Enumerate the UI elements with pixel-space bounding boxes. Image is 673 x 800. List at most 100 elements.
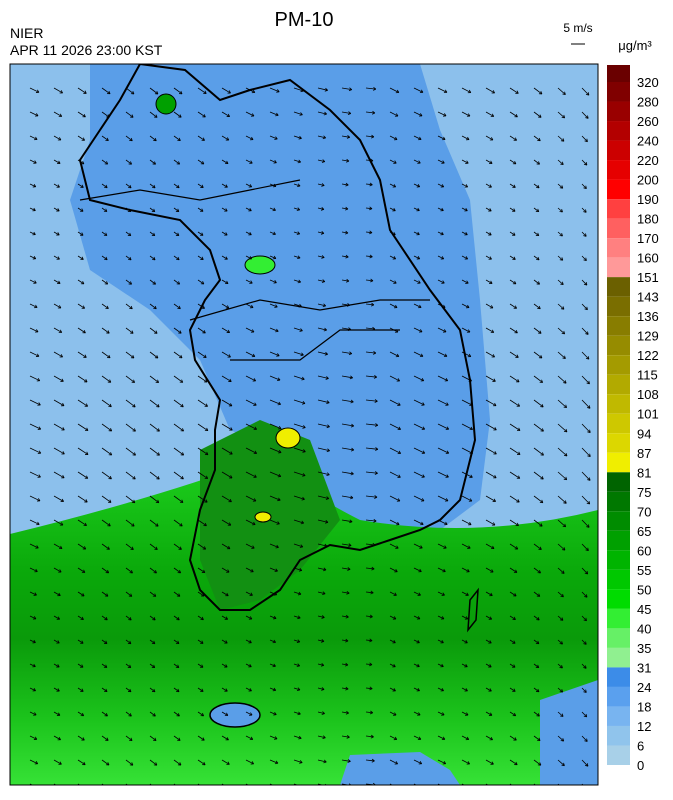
wind-arrow-head — [128, 184, 132, 189]
wind-arrow-head — [175, 640, 180, 645]
wind-arrow-head — [296, 231, 301, 235]
wind-arrow — [557, 303, 565, 310]
wind-arrow-head — [59, 354, 63, 358]
wind-arrow-head — [584, 763, 589, 767]
wind-arrow-head — [226, 545, 231, 550]
wind-arrow — [221, 279, 229, 284]
wind-arrow-head — [445, 402, 449, 406]
wind-arrow — [221, 87, 231, 94]
wind-arrow — [125, 711, 132, 717]
wind-arrow-head — [465, 280, 469, 284]
wind-arrow — [557, 159, 564, 165]
wind-arrow — [197, 279, 205, 285]
wind-arrow-head — [538, 114, 542, 118]
colorbar-segment — [607, 179, 630, 200]
wind-arrow-head — [36, 521, 40, 526]
wind-arrow-head — [440, 663, 444, 668]
wind-arrow-head — [297, 711, 301, 716]
wind-arrow-head — [536, 161, 540, 165]
wind-arrow — [485, 207, 492, 212]
wind-arrow — [125, 135, 133, 142]
wind-arrow-head — [228, 403, 233, 407]
wind-arrow — [245, 759, 254, 765]
wind-arrow-head — [559, 185, 564, 189]
wind-arrow — [101, 351, 111, 359]
wind-arrow-head — [468, 498, 473, 502]
wind-arrow-head — [516, 403, 521, 407]
wind-arrow-head — [108, 403, 112, 408]
colorbar-segment — [607, 140, 630, 161]
wind-arrow — [197, 711, 204, 717]
wind-arrow — [341, 87, 352, 91]
wind-arrow-head — [176, 184, 180, 189]
wind-arrow — [485, 399, 497, 407]
colorbar-segment — [607, 667, 630, 687]
wind-arrow — [413, 519, 424, 525]
wind-arrow — [29, 399, 41, 406]
wind-arrow-head — [180, 403, 184, 408]
wind-arrow — [533, 591, 541, 597]
wind-arrow — [77, 567, 86, 573]
wind-arrow — [269, 135, 278, 140]
wind-arrow — [245, 351, 256, 357]
wind-arrow-head — [418, 304, 422, 309]
wind-arrow-head — [584, 594, 588, 598]
wind-arrow — [173, 399, 184, 408]
wind-arrow-head — [176, 616, 180, 621]
wind-arrow — [461, 111, 471, 117]
map-frame — [9, 63, 599, 786]
wind-arrow — [461, 495, 473, 502]
wind-arrow-head — [321, 255, 325, 259]
wind-arrow — [173, 303, 181, 309]
wind-arrow — [245, 711, 253, 716]
wind-arrow — [77, 111, 86, 118]
wind-arrow-head — [252, 378, 257, 382]
wind-arrow — [365, 183, 373, 186]
wind-arrow-head — [321, 711, 325, 715]
wind-arrow-head — [516, 379, 520, 383]
wind-arrow-head — [301, 496, 305, 501]
wind-arrow-head — [58, 761, 62, 765]
wind-arrow-head — [583, 233, 587, 237]
wind-arrow — [461, 399, 473, 406]
wind-arrow-head — [272, 639, 276, 644]
wind-arrow — [149, 663, 156, 668]
wind-arrow — [245, 255, 252, 260]
wind-arrow — [317, 135, 326, 139]
wind-arrow — [245, 87, 256, 93]
wind-arrow-head — [103, 232, 108, 236]
wind-arrow — [293, 303, 302, 307]
wind-arrow — [173, 759, 182, 766]
wind-arrow-head — [297, 255, 301, 260]
wind-arrow-head — [151, 640, 156, 645]
wind-arrow — [197, 183, 204, 188]
wind-arrow-head — [321, 615, 325, 619]
wind-arrow-head — [250, 329, 255, 333]
wind-arrow-head — [253, 426, 257, 431]
wind-arrow — [509, 375, 520, 383]
wind-arrow-head — [151, 664, 156, 669]
wind-arrow-head — [176, 688, 180, 693]
wind-arrow-head — [250, 136, 254, 141]
wind-arrow — [173, 519, 183, 527]
wind-arrow-head — [417, 592, 421, 596]
wind-arrow — [485, 159, 493, 164]
wind-arrow — [293, 135, 302, 139]
wind-arrow-head — [152, 184, 156, 189]
wind-arrow-head — [392, 231, 396, 236]
wind-arrow-head — [490, 329, 495, 333]
wind-arrow-head — [178, 114, 182, 118]
wind-arrow — [29, 615, 37, 620]
wind-arrow-head — [203, 379, 208, 383]
wind-arrow-head — [488, 256, 492, 260]
wind-arrow — [341, 567, 351, 570]
wind-arrow — [221, 183, 228, 188]
wind-arrow — [53, 543, 63, 549]
wind-arrow — [485, 447, 497, 455]
wind-arrow — [461, 159, 469, 164]
wind-arrow-head — [469, 426, 473, 431]
wind-arrow — [389, 327, 399, 333]
wind-arrow-head — [561, 114, 566, 119]
colorbar-label: 65 — [637, 524, 651, 539]
wind-arrow-head — [489, 305, 494, 309]
